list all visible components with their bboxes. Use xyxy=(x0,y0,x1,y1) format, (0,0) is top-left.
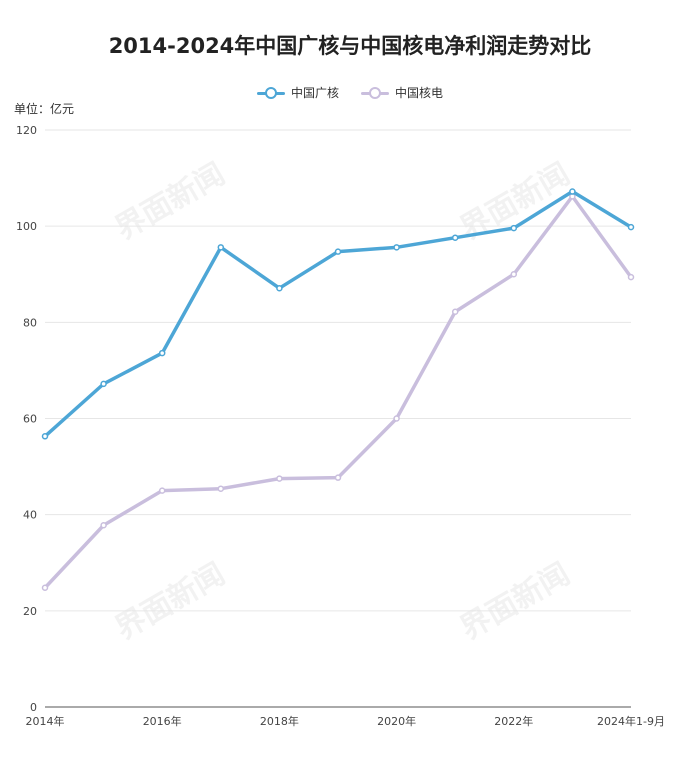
legend-label-cnnc: 中国核电 xyxy=(395,86,444,100)
data-point-0-5 xyxy=(334,248,342,255)
x-tick-label-0: 2014年 xyxy=(26,714,65,728)
x-tick-label-10: 2024年1-9月 xyxy=(597,714,665,728)
data-point-0-10 xyxy=(627,223,635,231)
data-point-0-3 xyxy=(217,244,225,251)
x-tick-label-4: 2018年 xyxy=(260,714,299,728)
legend-swatch-cgn xyxy=(256,86,285,99)
y-unit-label: 单位：亿元 xyxy=(14,102,75,116)
data-point-1-1 xyxy=(100,521,107,529)
y-tick-label-60: 60 xyxy=(23,413,37,426)
legend-item-cgn[interactable]: 中国广核 xyxy=(256,84,339,101)
data-point-0-9 xyxy=(569,188,576,195)
y-tick-label-120: 120 xyxy=(16,124,37,137)
data-point-0-2 xyxy=(158,349,166,357)
data-point-0-0 xyxy=(41,433,49,440)
data-point-1-4 xyxy=(276,475,283,482)
legend-swatch-cnnc xyxy=(361,86,389,99)
y-tick-label-80: 80 xyxy=(23,316,37,329)
data-point-1-8 xyxy=(510,271,518,278)
data-point-0-1 xyxy=(100,380,107,388)
legend: 中国广核 中国核电 xyxy=(0,84,700,101)
data-point-1-6 xyxy=(393,415,400,422)
y-tick-label-100: 100 xyxy=(16,220,37,233)
data-point-0-4 xyxy=(276,284,283,292)
x-tick-label-6: 2020年 xyxy=(377,714,416,728)
watermark-3: 界面新闻 xyxy=(455,557,576,647)
data-point-1-5 xyxy=(334,474,342,481)
legend-item-cnnc[interactable]: 中国核电 xyxy=(361,84,443,101)
chart-title: 2014-2024年中国广核与中国核电净利润走势对比 xyxy=(108,34,592,58)
y-tick-label-0: 0 xyxy=(30,701,37,714)
data-point-1-2 xyxy=(158,487,166,494)
data-point-1-7 xyxy=(451,308,459,316)
x-tick-label-8: 2022年 xyxy=(494,714,533,728)
data-point-1-0 xyxy=(41,584,49,592)
y-tick-label-20: 20 xyxy=(23,605,37,618)
watermark-2: 界面新闻 xyxy=(110,557,231,647)
y-tick-label-40: 40 xyxy=(23,509,37,522)
x-tick-label-2: 2016年 xyxy=(143,714,182,728)
data-point-0-8 xyxy=(510,224,518,232)
data-point-1-3 xyxy=(217,485,225,492)
data-point-1-10 xyxy=(627,273,635,281)
data-point-0-7 xyxy=(451,234,459,241)
legend-label-cgn: 中国广核 xyxy=(290,86,339,100)
data-point-0-6 xyxy=(393,244,400,251)
series-line-1 xyxy=(43,194,633,590)
watermark-0: 界面新闻 xyxy=(110,157,231,247)
